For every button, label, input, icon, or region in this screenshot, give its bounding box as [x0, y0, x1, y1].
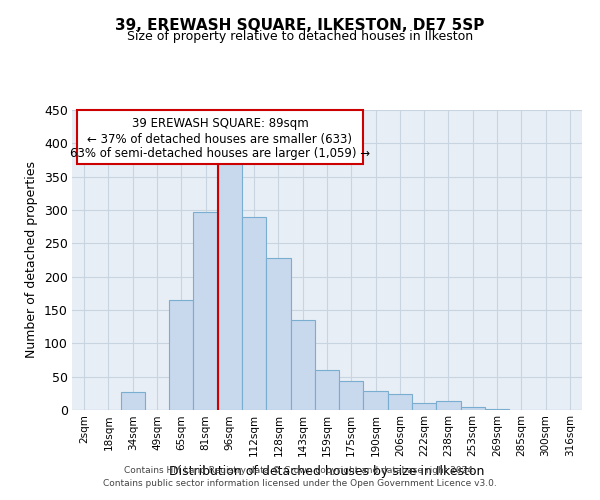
Bar — [315, 370, 339, 410]
Bar — [412, 402, 436, 410]
Bar — [388, 394, 412, 410]
Bar — [121, 392, 145, 410]
Text: Contains HM Land Registry data © Crown copyright and database right 2024.
Contai: Contains HM Land Registry data © Crown c… — [103, 466, 497, 487]
Text: 39 EREWASH SQUARE: 89sqm: 39 EREWASH SQUARE: 89sqm — [131, 118, 308, 130]
Bar — [242, 216, 266, 410]
Text: ← 37% of detached houses are smaller (633): ← 37% of detached houses are smaller (63… — [88, 132, 352, 145]
Bar — [266, 258, 290, 410]
Bar — [364, 390, 388, 410]
Bar — [77, 110, 363, 164]
Bar — [461, 406, 485, 410]
Bar — [290, 320, 315, 410]
Y-axis label: Number of detached properties: Number of detached properties — [25, 162, 38, 358]
Text: Size of property relative to detached houses in Ilkeston: Size of property relative to detached ho… — [127, 30, 473, 43]
Text: 63% of semi-detached houses are larger (1,059) →: 63% of semi-detached houses are larger (… — [70, 148, 370, 160]
Bar — [436, 402, 461, 410]
X-axis label: Distribution of detached houses by size in Ilkeston: Distribution of detached houses by size … — [169, 464, 485, 477]
Bar — [218, 164, 242, 410]
Bar — [193, 212, 218, 410]
Text: 39, EREWASH SQUARE, ILKESTON, DE7 5SP: 39, EREWASH SQUARE, ILKESTON, DE7 5SP — [115, 18, 485, 32]
Bar — [485, 408, 509, 410]
Bar — [169, 300, 193, 410]
Bar — [339, 382, 364, 410]
